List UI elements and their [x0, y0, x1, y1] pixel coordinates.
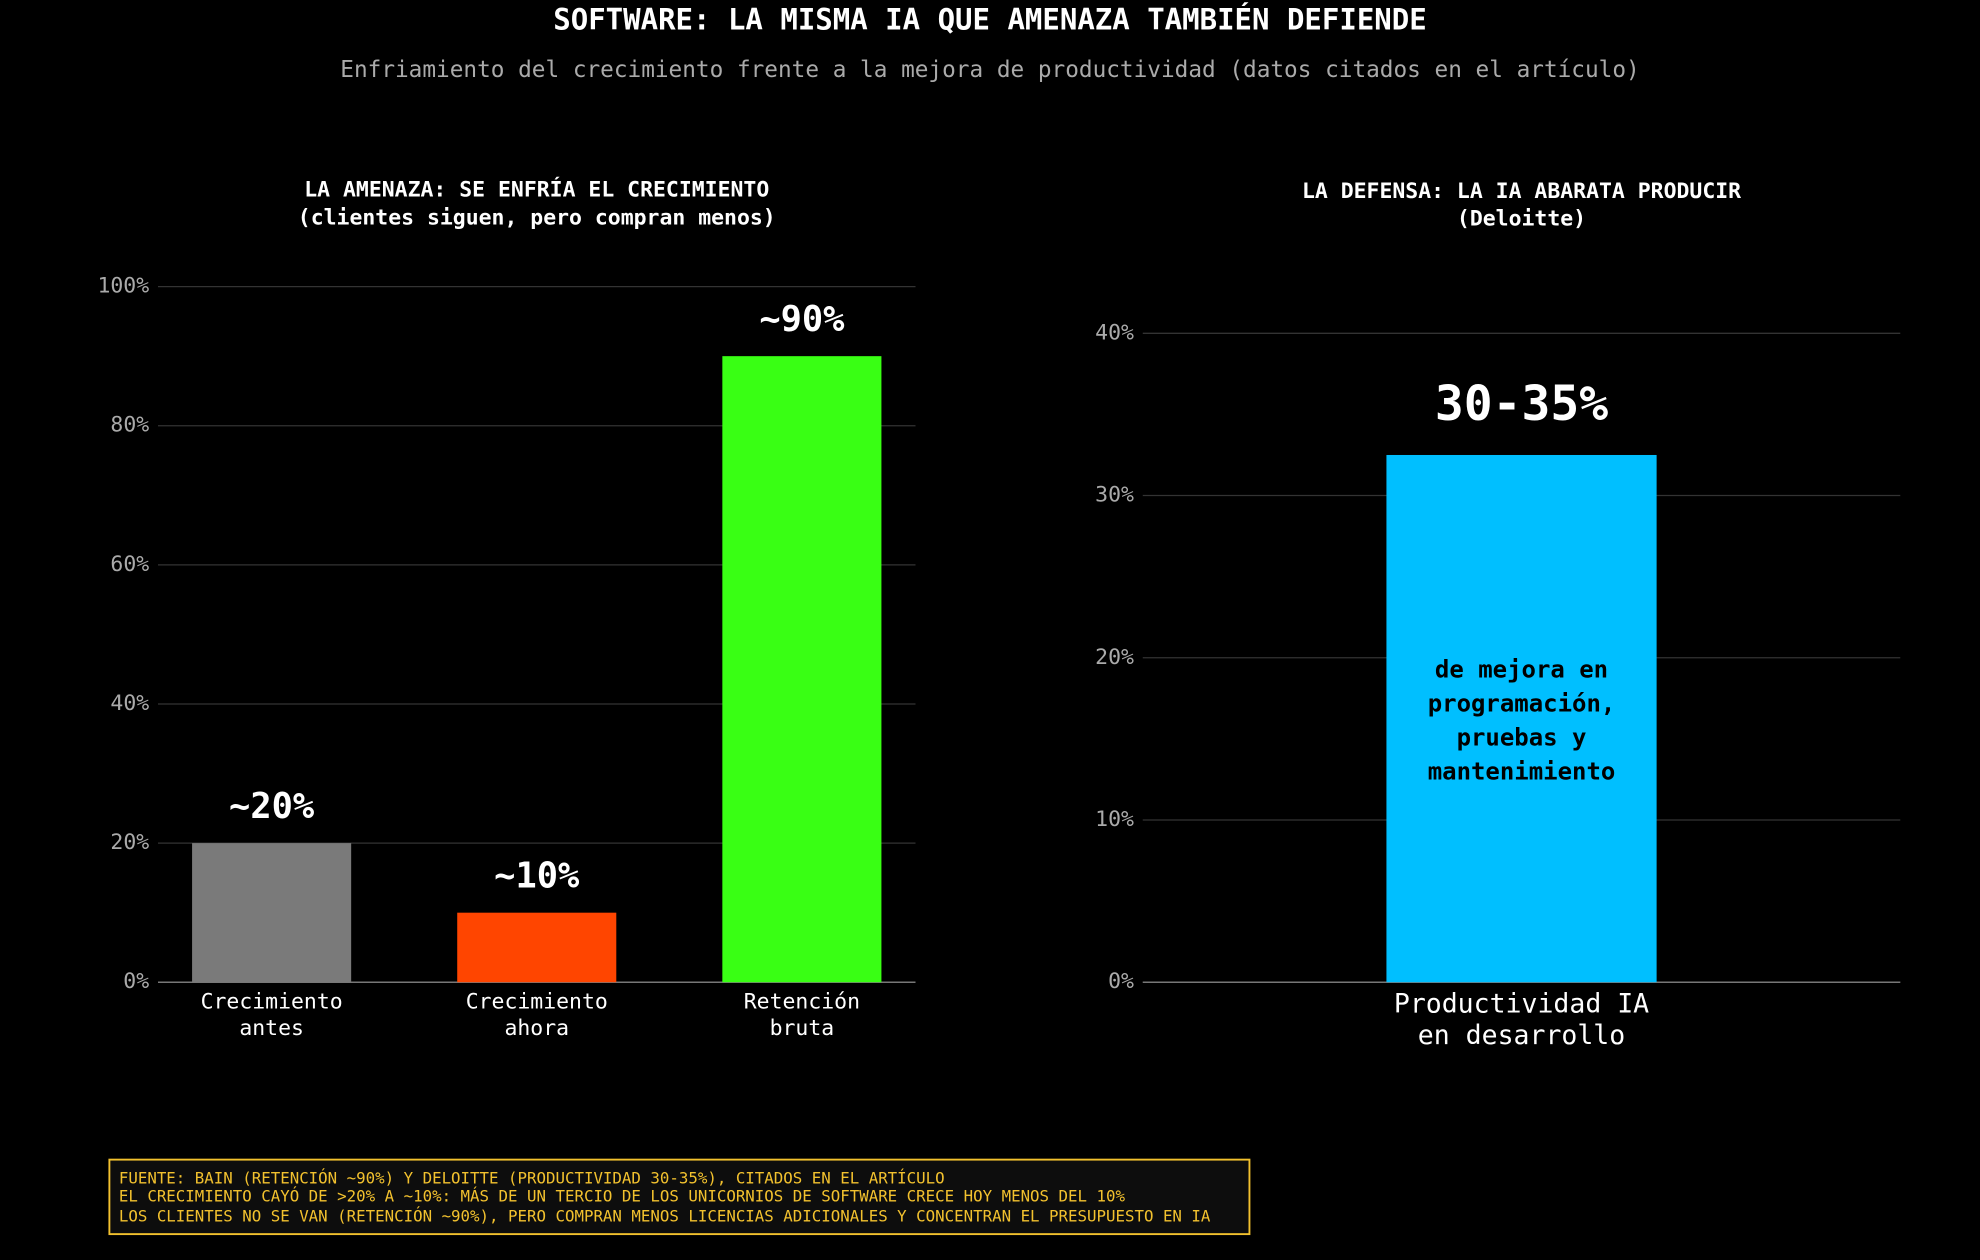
bar-annotation: de mejora en: [1435, 655, 1608, 683]
value-label: ~90%: [759, 299, 845, 340]
y-tick-label: 60%: [110, 552, 149, 577]
y-tick-label: 20%: [1095, 645, 1134, 670]
y-tick-label: 0%: [1108, 969, 1134, 994]
x-tick-label: en desarrollo: [1418, 1020, 1625, 1051]
value-label: 30-35%: [1435, 376, 1608, 432]
y-tick-label: 100%: [97, 274, 149, 299]
panel-title: (clientes siguen, pero compran menos): [298, 205, 776, 230]
y-tick-label: 80%: [110, 413, 149, 438]
bar-annotation: programación,: [1428, 689, 1616, 717]
bar-annotation: pruebas y: [1457, 724, 1587, 752]
bar: [457, 912, 617, 983]
y-tick-label: 20%: [110, 830, 149, 855]
panel-title: LA AMENAZA: SE ENFRÍA EL CRECIMIENTO: [304, 177, 769, 203]
footer-line: LOS CLIENTES NO SE VAN (RETENCIÓN ~90%),…: [119, 1207, 1211, 1226]
footer-box: [108, 1158, 1251, 1236]
x-tick-label: Retención: [744, 989, 860, 1014]
value-label: ~10%: [494, 855, 580, 896]
footer-line: EL CRECIMIENTO CAYÓ DE >20% A ~10%: MÁS …: [119, 1186, 1126, 1205]
x-tick-label: antes: [239, 1016, 304, 1041]
bar: [1386, 454, 1657, 983]
value-label: ~20%: [229, 786, 315, 827]
y-tick-label: 10%: [1095, 807, 1134, 832]
panel-title: (Deloitte): [1457, 207, 1586, 232]
x-tick-label: Crecimiento: [201, 989, 343, 1014]
title: SOFTWARE: LA MISMA IA QUE AMENAZA TAMBIÉ…: [553, 2, 1426, 36]
y-tick-label: 40%: [110, 691, 149, 716]
panel-title: LA DEFENSA: LA IA ABARATA PRODUCIR: [1302, 179, 1741, 204]
x-tick-label: ahora: [504, 1016, 569, 1041]
x-tick-label: bruta: [770, 1016, 835, 1041]
y-tick-label: 40%: [1095, 320, 1134, 345]
x-tick-label: Crecimiento: [466, 989, 608, 1014]
x-tick-label: Productividad IA: [1394, 988, 1649, 1019]
y-tick-label: 30%: [1095, 483, 1134, 508]
bar: [722, 356, 882, 983]
bar: [192, 843, 352, 983]
subtitle: Enfriamiento del crecimiento frente a la…: [340, 57, 1639, 83]
bar-annotation: mantenimiento: [1428, 758, 1616, 786]
footer-line: FUENTE: BAIN (RETENCIÓN ~90%) Y DELOITTE…: [119, 1169, 945, 1188]
y-tick-label: 0%: [123, 969, 149, 994]
